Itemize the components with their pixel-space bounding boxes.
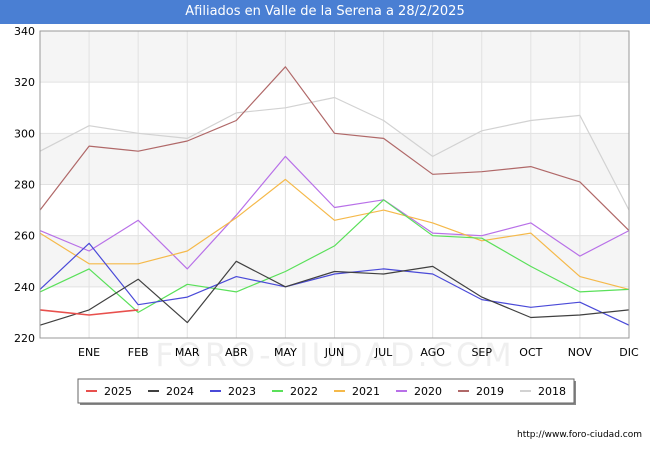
- series-line-2021: [39, 178, 630, 290]
- legend-label-2023: 2023: [228, 385, 256, 398]
- y-tick-label: 280: [14, 179, 35, 192]
- series-lines: [39, 66, 630, 326]
- x-tick-label: AGO: [420, 346, 445, 359]
- y-tick-label: 300: [14, 127, 35, 140]
- x-tick-label: MAY: [274, 346, 297, 359]
- y-tick-label: 240: [14, 281, 35, 294]
- legend-label-2022: 2022: [290, 385, 318, 398]
- legend-label-2024: 2024: [166, 385, 194, 398]
- legend-label-2018: 2018: [538, 385, 566, 398]
- x-tick-label: DIC: [619, 346, 639, 359]
- series-line-2018: [39, 96, 630, 211]
- x-tick-label: NOV: [568, 346, 593, 359]
- plot-frame: [39, 30, 630, 339]
- legend-box: [77, 378, 575, 404]
- x-tick-label: ENE: [78, 346, 100, 359]
- y-tick-label: 220: [14, 332, 35, 345]
- legend-label-2025: 2025: [104, 385, 132, 398]
- series-line-2024: [39, 260, 630, 326]
- x-tick-label: MAR: [175, 346, 200, 359]
- legend-label-2020: 2020: [414, 385, 442, 398]
- series-line-2022: [39, 199, 630, 313]
- series-line-2020: [39, 155, 630, 270]
- legend-label-2019: 2019: [476, 385, 504, 398]
- y-tick-label: 260: [14, 230, 35, 243]
- x-tick-label: FEB: [128, 346, 149, 359]
- y-axis-labels: 220 240 260 280 300 320 340: [14, 25, 35, 345]
- series-line-2023: [39, 242, 630, 326]
- x-tick-label: OCT: [519, 346, 542, 359]
- legend-label-2021: 2021: [352, 385, 380, 398]
- x-tick-label: ABR: [225, 346, 248, 359]
- series-line-2025: [39, 309, 139, 316]
- watermark: FORO-CIUDAD.COM: [155, 336, 515, 374]
- legend: 2025 2024 2023 2022 2021 2020 2019 2018: [77, 378, 576, 405]
- y-tick-label: 340: [14, 25, 35, 38]
- x-tick-label: JUN: [324, 346, 345, 359]
- x-axis-labels: ENE FEB MAR ABR MAY JUN JUL AGO SEP OCT NOV DIC: [78, 346, 639, 359]
- x-tick-label: SEP: [471, 346, 492, 359]
- series-line-2019: [39, 66, 630, 232]
- source-link[interactable]: http://www.foro-ciudad.com: [517, 430, 642, 440]
- chart-title: Afiliados en Valle de la Serena a 28/2/2…: [0, 0, 650, 24]
- x-tick-label: JUL: [374, 346, 393, 359]
- y-tick-label: 320: [14, 76, 35, 89]
